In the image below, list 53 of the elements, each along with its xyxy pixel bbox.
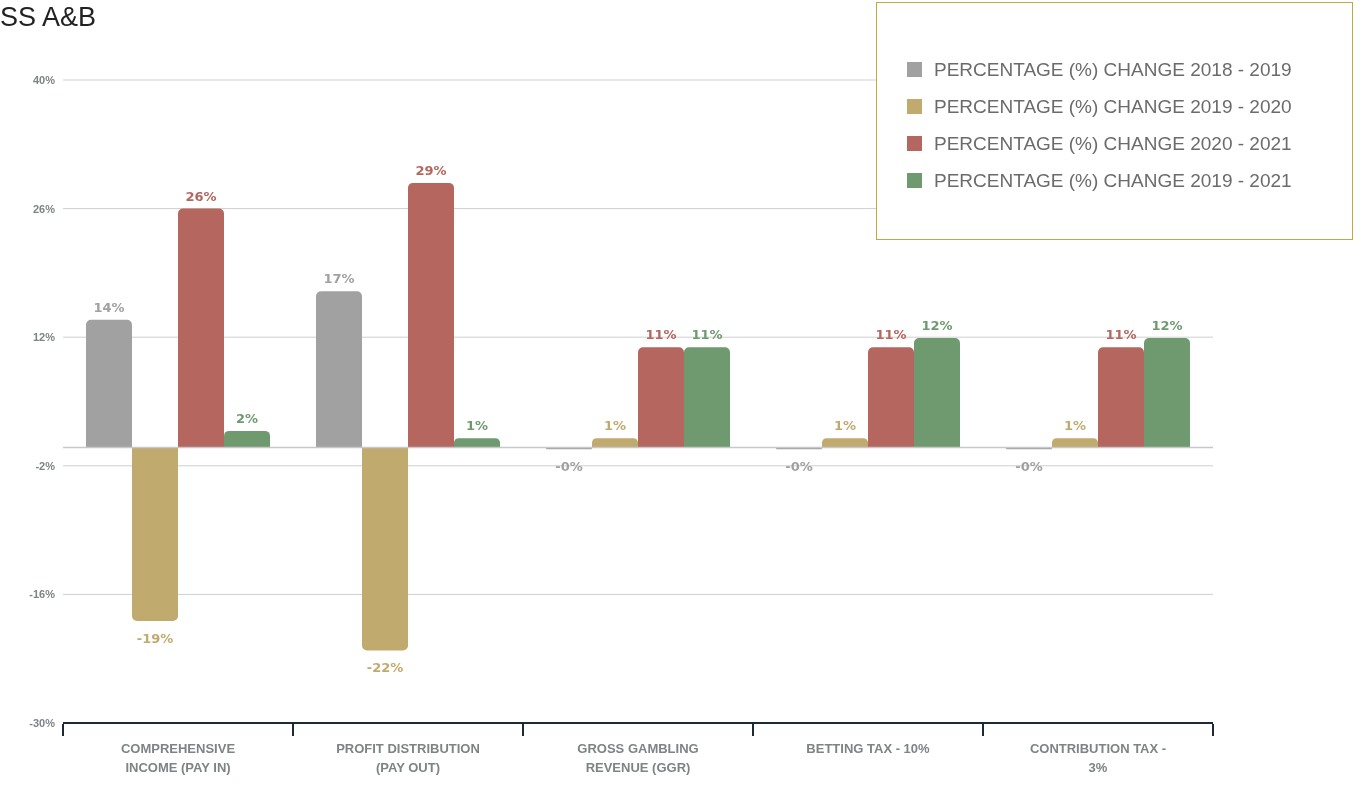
- legend-label: PERCENTAGE (%) CHANGE 2018 - 2019: [933, 57, 1293, 82]
- bar: [914, 338, 960, 448]
- bar: [178, 208, 224, 448]
- bar: [638, 347, 684, 448]
- data-label: 12%: [1151, 318, 1183, 334]
- data-label: -22%: [366, 660, 404, 676]
- y-tick-label: 26%: [32, 202, 56, 215]
- bar: [1098, 347, 1144, 448]
- data-label: 11%: [645, 327, 677, 343]
- data-label: 1%: [1063, 418, 1087, 434]
- data-label: -0%: [555, 459, 583, 475]
- legend-label: PERCENTAGE (%) CHANGE 2020 - 2021: [933, 131, 1293, 156]
- y-tick-label: 12%: [32, 331, 56, 344]
- bar: [408, 182, 454, 448]
- data-label: -0%: [1015, 459, 1043, 475]
- data-label: -19%: [136, 631, 174, 647]
- legend-label: PERCENTAGE (%) CHANGE 2019 - 2021: [933, 168, 1293, 193]
- bar: [1144, 338, 1190, 448]
- bar: [224, 430, 270, 448]
- data-label: 11%: [1105, 327, 1137, 343]
- bar: [316, 291, 362, 448]
- data-label: 29%: [415, 162, 447, 178]
- chart-title: SS A&B: [0, 2, 97, 33]
- data-label: 1%: [465, 418, 489, 434]
- data-label: 17%: [323, 271, 355, 287]
- x-tick-label: PROFIT DISTRIBUTION (PAY OUT): [336, 741, 480, 775]
- data-label: 14%: [93, 299, 125, 315]
- bar: [86, 319, 132, 448]
- bar: [684, 347, 730, 448]
- bar: [1052, 438, 1098, 448]
- bar: [592, 438, 638, 448]
- data-label: 11%: [875, 327, 907, 343]
- x-tick-label: GROSS GAMBLING REVENUE (GGR): [577, 741, 699, 775]
- bar: [822, 438, 868, 448]
- legend-label: PERCENTAGE (%) CHANGE 2019 - 2020: [933, 94, 1293, 119]
- data-label: 1%: [603, 418, 627, 434]
- data-label: 11%: [691, 327, 723, 343]
- bar: [362, 447, 408, 651]
- bar: [868, 347, 914, 448]
- x-tick-label: COMPREHENSIVE INCOME (PAY IN): [120, 741, 236, 775]
- data-label: 26%: [185, 188, 217, 204]
- data-label: -0%: [785, 459, 813, 475]
- data-label: 1%: [833, 418, 857, 434]
- data-label: 2%: [235, 410, 259, 426]
- y-tick-label: -16%: [29, 588, 56, 601]
- y-tick-label: -30%: [29, 716, 56, 729]
- x-tick-label: BETTING TAX - 10%: [806, 741, 931, 756]
- y-tick-label: -2%: [35, 459, 56, 472]
- bar: [132, 447, 178, 622]
- x-tick-label: CONTRIBUTION TAX - 3%: [1029, 741, 1167, 775]
- data-label: 12%: [921, 318, 953, 334]
- y-tick-label: 40%: [32, 73, 56, 86]
- bar: [454, 438, 500, 448]
